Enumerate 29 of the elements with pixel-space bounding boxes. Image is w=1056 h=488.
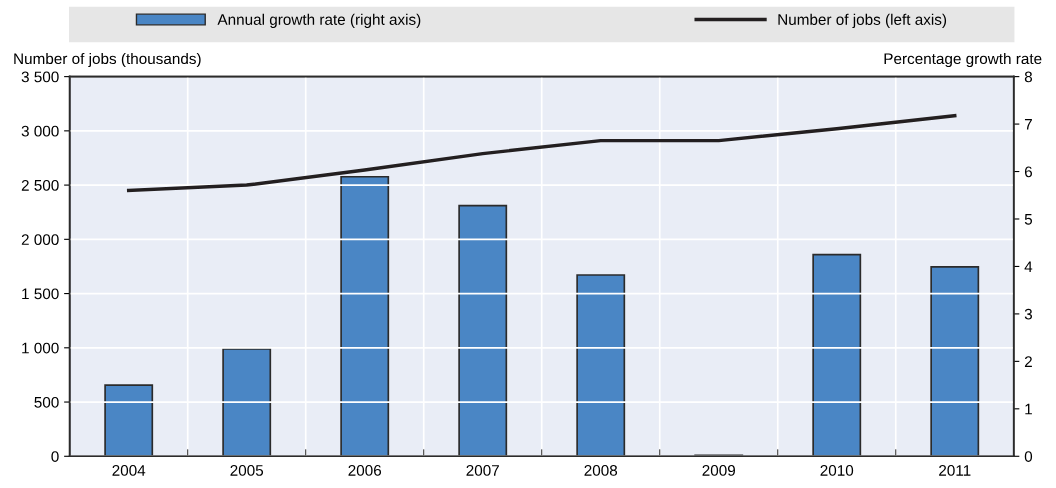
y-tick-label: 0 [51,451,59,462]
x-tick-label: 2011 [939,465,971,476]
y-axis-title: Number of jobs (thousands) [14,52,201,68]
y-tick-label: 3 000 [21,125,59,137]
y2-tick-label: 5 [1024,214,1033,225]
y2-tick-label: 4 [1024,261,1033,272]
y-tick-label: 1 500 [22,288,59,300]
y2-axis-title: Percentage growth rate [884,52,1042,68]
y2-tick-label: 1 [1025,403,1032,415]
x-tick-label: 2005 [230,465,264,476]
y-tick-label: 1 000 [22,342,59,354]
legend-label: Annual growth rate (right axis) [217,13,421,28]
y2-tick-label: 7 [1024,119,1032,130]
x-tick-label: 2004 [112,465,146,476]
y-tick-label: 3 500 [21,71,59,83]
x-tick-label: 2007 [466,465,499,476]
y2-tick-label: 3 [1024,308,1032,320]
x-tick-label: 2010 [820,465,854,476]
y-tick-label: 500 [34,396,59,408]
y2-tick-label: 0 [1024,451,1033,462]
y2-tick-label: 8 [1024,71,1033,83]
y2-tick-label: 2 [1024,356,1032,367]
y-tick-label: 2 500 [21,179,59,191]
x-tick-label: 2008 [584,465,618,476]
y-tick-label: 2 000 [21,234,59,246]
legend-label: Number of jobs (left axis) [778,13,947,28]
x-tick-label: 2009 [702,465,736,476]
x-tick-label: 2006 [348,465,382,476]
y2-tick-label: 6 [1024,166,1032,178]
